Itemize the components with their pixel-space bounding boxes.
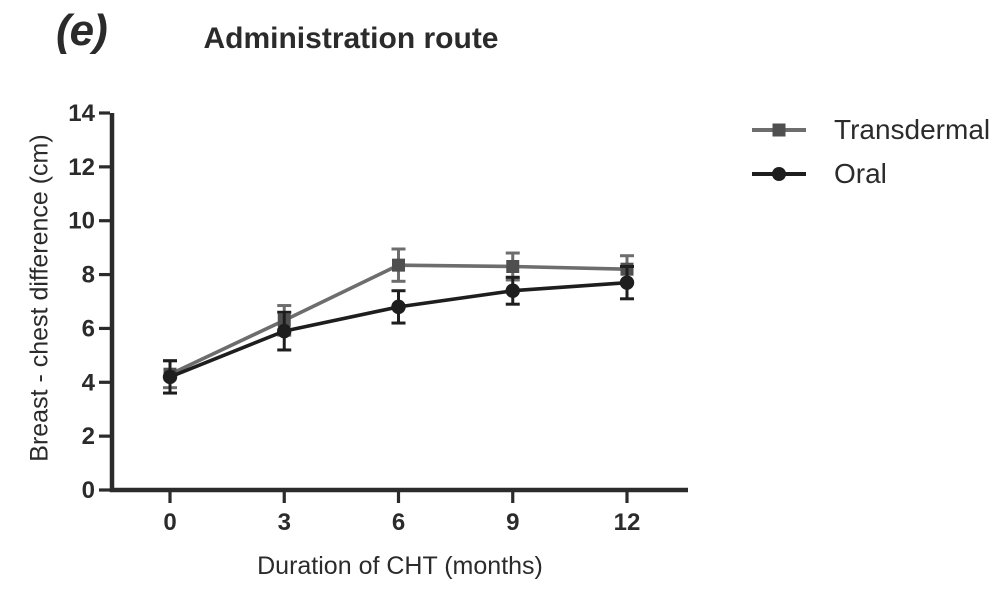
x-tick-label: 0 xyxy=(163,509,176,536)
circle-marker-icon xyxy=(162,369,178,385)
legend-item-transdermal: Transdermal xyxy=(752,116,990,144)
square-marker-icon xyxy=(391,258,405,272)
y-tick-label: 12 xyxy=(68,154,95,181)
y-tick-label: 8 xyxy=(82,262,95,289)
chart-title: Administration route xyxy=(203,22,499,55)
circle-marker-icon xyxy=(277,323,292,339)
y-tick-label: 2 xyxy=(82,423,95,450)
x-tick-label: 9 xyxy=(506,509,519,536)
circle-marker-icon xyxy=(619,275,635,290)
axes xyxy=(109,113,688,493)
circle-marker-icon xyxy=(505,283,520,298)
y-tick-label: 10 xyxy=(68,208,95,235)
legend-label-transdermal: Transdermal xyxy=(834,114,991,145)
square-marker-icon xyxy=(506,259,520,273)
series-oral xyxy=(162,264,635,395)
y-tick-label: 14 xyxy=(68,100,95,127)
x-tick-label: 6 xyxy=(392,509,405,536)
panel-label: (e) xyxy=(56,6,108,55)
square-marker-icon xyxy=(752,122,806,138)
y-tick-label: 6 xyxy=(82,315,95,342)
x-tick-label: 12 xyxy=(614,509,641,536)
y-axis-ticks: 0 2 4 6 8 10 12 14 xyxy=(68,100,110,504)
legend-label-oral: Oral xyxy=(834,158,887,189)
x-axis-label: Duration of CHT (months) xyxy=(257,552,543,580)
legend: Transdermal Oral xyxy=(752,116,990,188)
circle-marker-icon xyxy=(391,299,406,315)
y-tick-label: 4 xyxy=(82,369,96,396)
y-tick-label: 0 xyxy=(82,477,95,504)
legend-item-oral: Oral xyxy=(752,160,990,188)
x-axis-ticks: 0 3 6 9 12 xyxy=(163,492,640,536)
circle-marker-icon xyxy=(752,166,806,182)
x-tick-label: 3 xyxy=(278,509,291,536)
